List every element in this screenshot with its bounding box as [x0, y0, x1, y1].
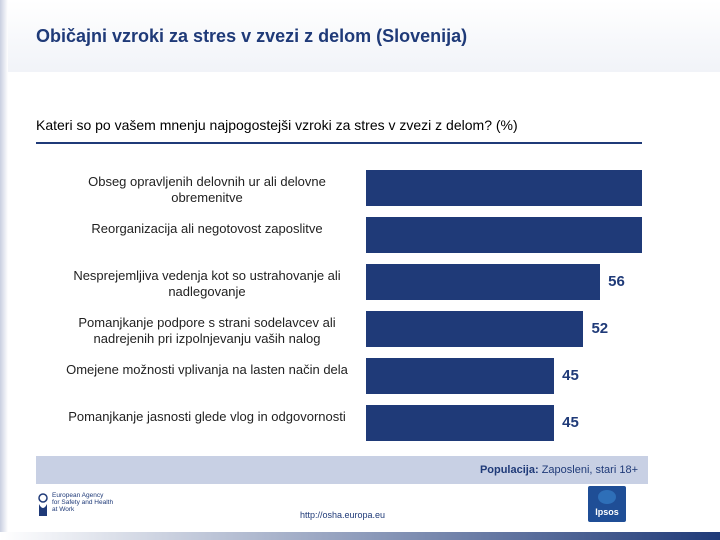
eu-osha-logo-text: European Agency for Safety and Health at… — [52, 492, 113, 513]
population-value: Zaposleni, stari 18+ — [541, 464, 638, 476]
category-label: Nesprejemljiva vedenja kot so ustrahovan… — [73, 268, 341, 299]
footer-url: http://osha.europa.eu — [300, 510, 386, 520]
category-label: Obseg opravljenih delovnih ur ali delovn… — [88, 174, 326, 205]
category-label: Pomanjkanje podpore s strani sodelavcev … — [78, 315, 336, 346]
left-edge-decoration — [0, 0, 8, 540]
value-label: 45 — [562, 414, 579, 431]
eu-osha-line-2: for Safety and Health — [52, 499, 114, 506]
bar — [366, 358, 555, 394]
value-label: 45 — [562, 367, 579, 384]
value-label: 56 — [608, 273, 625, 290]
population-note: Populacija: Zaposleni, stari 18+ — [480, 464, 638, 476]
ipsos-logo-text: Ipsos — [595, 507, 619, 517]
bar — [366, 405, 555, 441]
eu-osha-line-3: at Work — [52, 506, 75, 513]
page-title: Običajni vzroki za stres v zvezi z delom… — [36, 26, 468, 46]
category-label: Omejene možnosti vplivanja na lasten nač… — [66, 362, 348, 377]
eu-osha-line-1: European Agency — [52, 492, 104, 499]
bottom-band — [0, 532, 720, 540]
eu-osha-emblem-icon — [38, 493, 48, 516]
bar — [366, 311, 584, 347]
title-divider — [36, 142, 642, 144]
bar — [366, 264, 601, 300]
population-band: Populacija: Zaposleni, stari 18+ — [36, 456, 648, 484]
ipsos-logo: Ipsos — [588, 486, 626, 522]
bar — [366, 170, 642, 206]
eu-osha-logo: European Agency for Safety and Health at… — [36, 492, 126, 520]
bar — [366, 217, 642, 253]
category-label: Pomanjkanje jasnosti glede vlog in odgov… — [68, 409, 346, 424]
ipsos-emblem-icon — [598, 490, 616, 504]
value-label: 52 — [591, 320, 609, 337]
population-label: Populacija: — [479, 464, 539, 476]
category-label: Reorganizacija ali negotovost zaposlitve — [91, 221, 323, 236]
chart-title: Kateri so po vašem mnenju najpogostejši … — [36, 117, 518, 133]
header-band — [0, 0, 720, 72]
